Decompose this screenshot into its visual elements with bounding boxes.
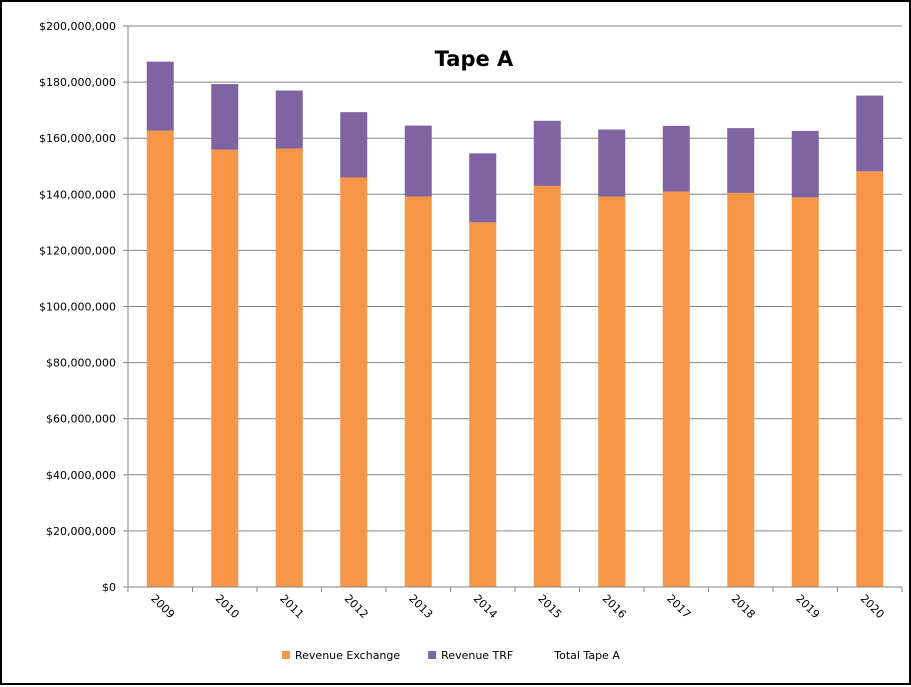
- bar-revenue-trf: [598, 129, 626, 197]
- x-tick-label: 2009: [148, 592, 177, 621]
- y-tick-label: $60,000,000: [46, 413, 116, 426]
- y-tick-label: $20,000,000: [46, 525, 116, 538]
- x-tick-label: 2015: [535, 592, 564, 621]
- bar-revenue-trf: [146, 61, 174, 131]
- x-tick-label: 2019: [793, 592, 822, 621]
- y-tick-label: $40,000,000: [46, 469, 116, 482]
- x-tick-label: 2018: [729, 592, 758, 621]
- bar-revenue-exchange: [211, 149, 239, 587]
- bar-revenue-exchange: [275, 148, 303, 588]
- legend-label: Revenue Exchange: [295, 649, 400, 662]
- bar-revenue-exchange: [598, 196, 626, 587]
- y-tick-label: $100,000,000: [39, 301, 116, 314]
- legend: Revenue Exchange Revenue TRF Total Tape A: [282, 649, 620, 662]
- legend-swatch: [428, 651, 437, 659]
- bar-revenue-trf: [211, 84, 239, 150]
- x-tick-label: 2016: [600, 592, 629, 621]
- y-tick-labels: $0 $20,000,000 $40,000,000 $60,000,000 $80,0…: [39, 20, 116, 594]
- bar-revenue-exchange: [727, 192, 755, 587]
- legend-label: Total Tape A: [553, 649, 620, 662]
- x-tick-label: 2013: [406, 592, 435, 621]
- y-tick-label: $0: [102, 581, 116, 594]
- x-tick-label: 2014: [471, 592, 500, 621]
- bar-revenue-trf: [791, 130, 819, 198]
- y-tick-label: $140,000,000: [39, 188, 116, 201]
- x-tick-label: 2017: [664, 592, 693, 621]
- bar-revenue-exchange: [533, 185, 561, 587]
- bar-revenue-exchange: [404, 196, 432, 587]
- bar-revenue-trf: [727, 128, 755, 193]
- axes: [123, 25, 903, 592]
- bar-revenue-trf: [469, 153, 497, 223]
- bars: [146, 61, 884, 588]
- bar-revenue-trf: [340, 112, 368, 178]
- x-tick-label: 2011: [277, 592, 306, 621]
- bar-revenue-trf: [404, 125, 432, 197]
- y-tick-label: $80,000,000: [46, 357, 116, 370]
- y-tick-label: $160,000,000: [39, 132, 116, 145]
- x-tick-label: 2012: [342, 592, 371, 621]
- x-tick-label: 2010: [213, 592, 242, 621]
- y-tick-label: $120,000,000: [39, 244, 116, 257]
- legend-swatch: [282, 651, 290, 659]
- bar-revenue-exchange: [856, 171, 884, 587]
- x-tick-labels: 2009 2010 2011 2012 2013 2014 2015 2016 2017 2018…: [148, 592, 886, 621]
- legend-label: Revenue TRF: [441, 649, 513, 662]
- y-tick-label: $200,000,000: [39, 20, 116, 33]
- bar-revenue-trf: [662, 125, 690, 192]
- chart-title: Tape A: [435, 47, 514, 71]
- bar-revenue-trf: [856, 95, 884, 172]
- y-tick-label: $180,000,000: [39, 76, 116, 89]
- gridlines: [128, 25, 902, 532]
- bar-revenue-exchange: [662, 191, 690, 587]
- bar-revenue-exchange: [469, 222, 497, 587]
- bar-revenue-exchange: [340, 177, 368, 587]
- bar-revenue-exchange: [146, 130, 174, 587]
- legend-swatch: [541, 651, 550, 659]
- bar-revenue-trf: [275, 90, 303, 149]
- bar-revenue-exchange: [791, 197, 819, 587]
- x-tick-label: 2020: [858, 592, 887, 621]
- bar-revenue-trf: [533, 120, 561, 186]
